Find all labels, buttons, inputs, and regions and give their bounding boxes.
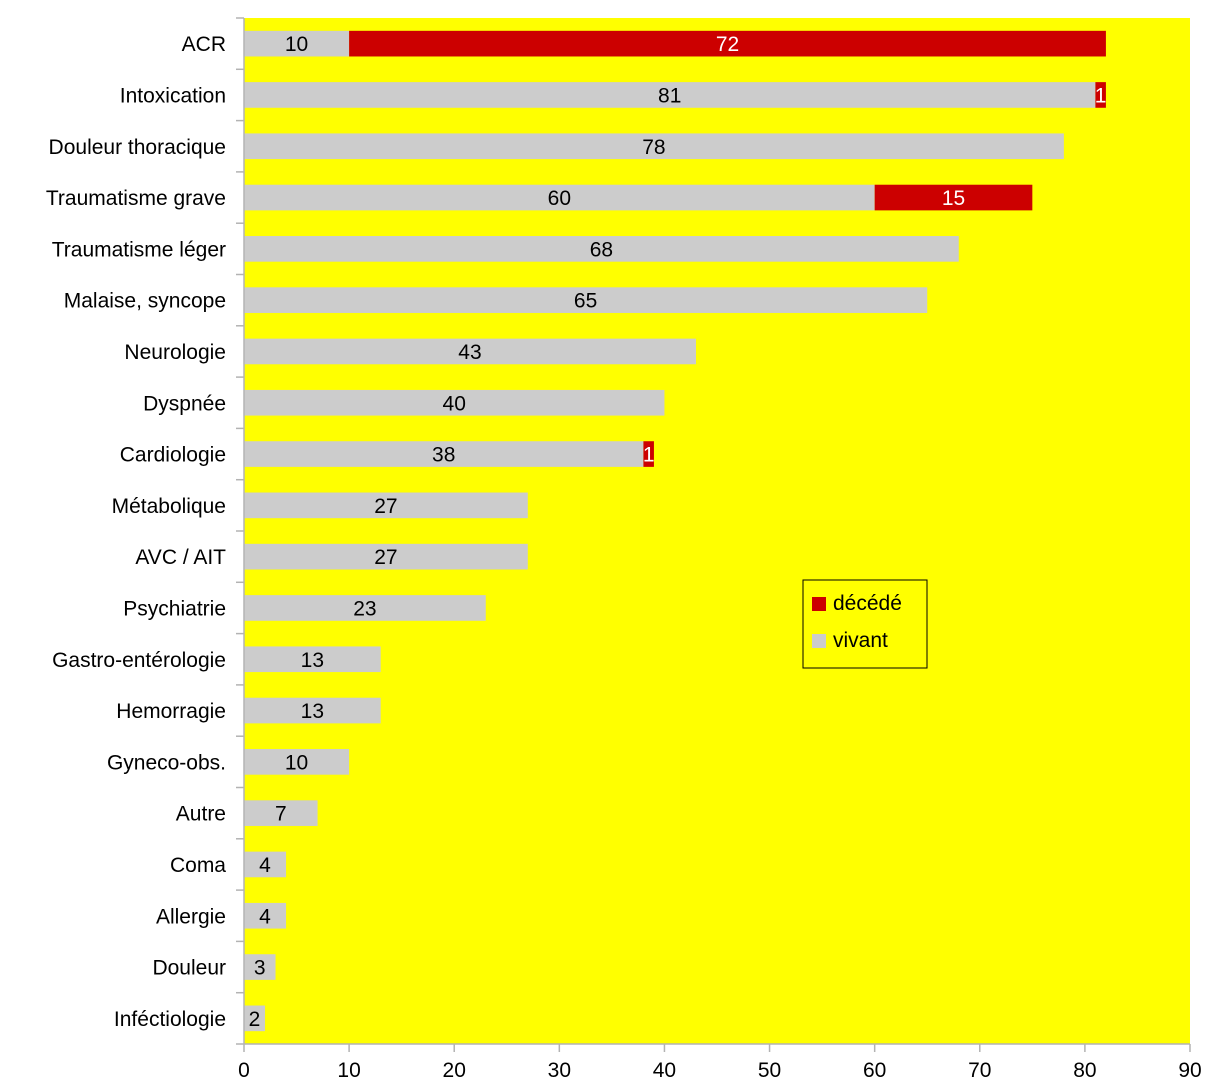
bar-label-vivant: 3 — [254, 957, 266, 980]
category-label: Traumatisme grave — [46, 187, 226, 210]
category-label: Douleur — [152, 957, 226, 980]
legend-swatch-décédé — [812, 597, 826, 611]
category-label: Douleur thoracique — [49, 136, 226, 159]
x-tick-label: 0 — [238, 1059, 250, 1082]
x-tick-label: 60 — [863, 1059, 886, 1082]
bar-vivant — [244, 389, 665, 416]
bar-décédé — [349, 30, 1106, 57]
x-tick-label: 80 — [1073, 1059, 1096, 1082]
category-label: Gyneco-obs. — [107, 751, 226, 774]
category-label: Dyspnée — [143, 392, 226, 415]
category-label: Allergie — [156, 905, 226, 928]
x-tick-label: 20 — [443, 1059, 466, 1082]
bar-vivant — [244, 236, 959, 262]
bar-label-vivant: 4 — [259, 854, 271, 877]
category-label: Psychiatrie — [123, 597, 226, 620]
bar-label-vivant: 13 — [301, 700, 324, 723]
plot-area — [244, 18, 1190, 1044]
bar-label-vivant: 10 — [285, 751, 308, 774]
category-label: Métabolique — [112, 495, 226, 518]
bar-vivant — [244, 749, 350, 775]
bar-vivant — [244, 595, 486, 621]
bar-vivant — [244, 800, 318, 826]
bar-label-vivant: 81 — [658, 84, 681, 107]
bar-label-vivant: 78 — [642, 136, 665, 159]
legend-label-décédé: décédé — [833, 592, 902, 615]
bar-vivant — [244, 441, 644, 467]
bar-vivant — [244, 184, 875, 211]
x-tick-label: 10 — [337, 1059, 360, 1082]
x-tick-label: 90 — [1178, 1059, 1201, 1082]
bar-label-vivant: 4 — [259, 905, 271, 928]
bar-label-vivant: 43 — [458, 341, 481, 364]
category-label: Neurologie — [124, 341, 226, 364]
bar-label-décédé: 1 — [1095, 84, 1107, 107]
category-label: AVC / AIT — [135, 546, 226, 569]
axes-group: ACR Intoxication Douleur thoracique Traumat… — [46, 17, 1202, 1082]
bar-label-vivant: 65 — [574, 290, 597, 313]
legend: décédé vivant — [802, 579, 928, 669]
category-label: Malaise, syncope — [64, 290, 226, 313]
bar-vivant — [244, 82, 1096, 108]
category-label: Hemorragie — [116, 700, 226, 723]
bar-label-décédé: 1 — [643, 444, 655, 467]
bar-label-vivant: 68 — [590, 238, 613, 261]
category-label: Intoxication — [120, 84, 226, 107]
x-tick-label: 50 — [758, 1059, 781, 1082]
bar-label-vivant: 38 — [432, 444, 455, 467]
bar-vivant — [244, 287, 928, 313]
bar-vivant — [244, 30, 350, 57]
bar-vivant — [244, 492, 528, 519]
category-label: Cardiologie — [120, 444, 226, 467]
legend-box — [802, 579, 928, 669]
bar-label-vivant: 2 — [249, 1008, 261, 1031]
bar-label-vivant: 27 — [374, 546, 397, 569]
category-label: Autre — [176, 803, 226, 826]
bar-vivant — [244, 338, 696, 365]
bar-vivant — [244, 954, 276, 980]
bar-vivant — [244, 697, 381, 724]
bar-décédé — [643, 441, 654, 467]
bar-vivant — [244, 1005, 266, 1032]
legend-swatch-vivant — [812, 634, 826, 648]
category-label: Traumatisme léger — [52, 238, 226, 261]
category-label: Inféctiologie — [114, 1008, 226, 1031]
category-label: ACR — [182, 33, 226, 56]
bar-label-vivant: 10 — [285, 33, 308, 56]
bar-label-vivant: 27 — [374, 495, 397, 518]
bar-vivant — [244, 646, 381, 673]
category-label: Coma — [170, 854, 226, 877]
legend-label-vivant: vivant — [833, 629, 888, 652]
bar-vivant — [244, 543, 528, 570]
x-tick-label: 30 — [548, 1059, 571, 1082]
x-tick-label: 40 — [653, 1059, 676, 1082]
x-tick-label: 70 — [968, 1059, 991, 1082]
bar-vivant — [244, 851, 287, 878]
bar-vivant — [244, 133, 1064, 160]
bar-label-vivant: 40 — [443, 392, 466, 415]
bar-vivant — [244, 902, 287, 929]
bar-label-vivant: 60 — [548, 187, 571, 210]
bar-label-vivant: 23 — [353, 597, 376, 620]
bar-label-décédé: 15 — [942, 187, 965, 210]
bar-décédé — [1095, 82, 1106, 108]
bar-label-décédé: 72 — [716, 33, 739, 56]
bar-label-vivant: 13 — [301, 649, 324, 672]
category-label: Gastro-entérologie — [52, 649, 226, 672]
bar-décédé — [874, 184, 1033, 211]
bar-label-vivant: 7 — [275, 803, 287, 826]
